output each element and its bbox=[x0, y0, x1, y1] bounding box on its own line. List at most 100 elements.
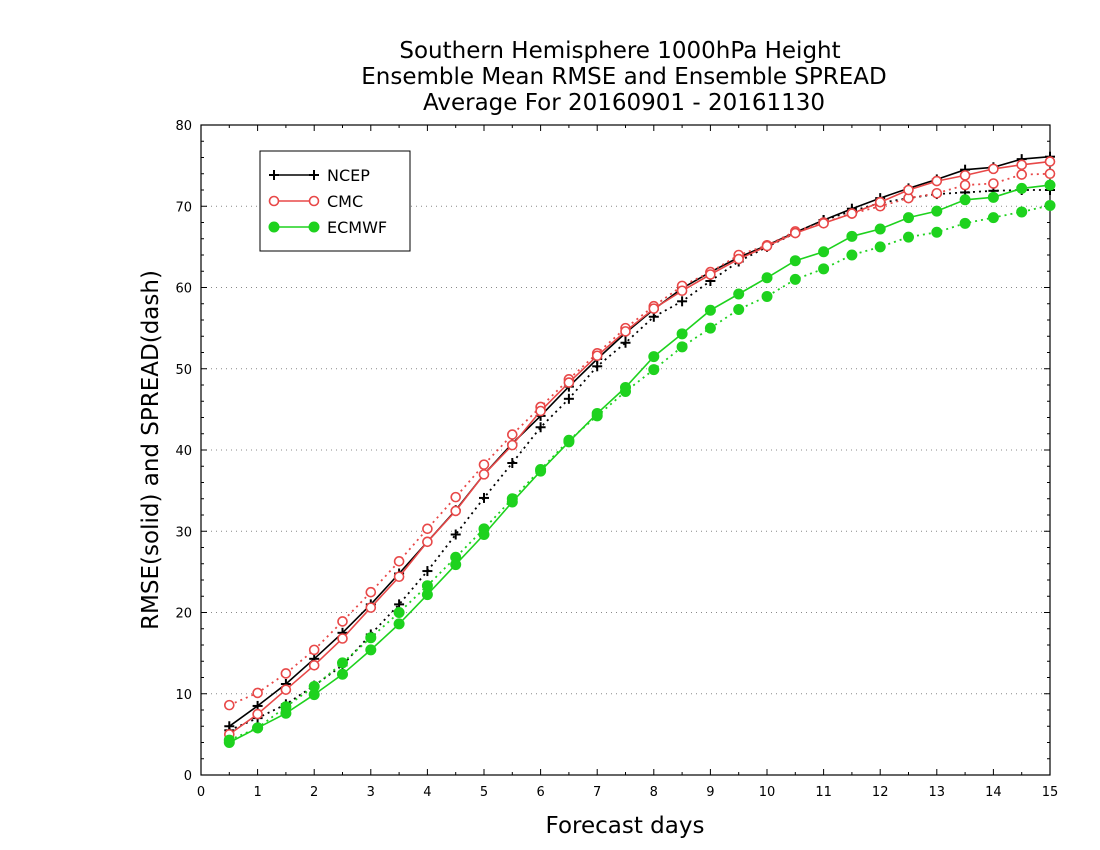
y-tick-label: 50 bbox=[175, 363, 192, 378]
legend-label: CMC bbox=[327, 192, 363, 211]
title-line-2: Ensemble Mean RMSE and Ensemble SPREAD bbox=[361, 64, 886, 90]
ecmwf-rmse-point bbox=[846, 230, 858, 242]
ecmwf-rmse-point bbox=[393, 618, 405, 630]
y-tick-label: 20 bbox=[175, 607, 192, 622]
x-tick-label: 3 bbox=[367, 785, 375, 800]
ecmwf-spread-point bbox=[846, 249, 858, 261]
legend: NCEP CMC ECMWF bbox=[259, 150, 411, 252]
cmc-rmse-point bbox=[705, 269, 716, 280]
x-tick-label: 14 bbox=[985, 785, 1002, 800]
legend-label: NCEP bbox=[327, 166, 370, 185]
ecmwf-rmse-point bbox=[789, 255, 801, 267]
cmc-spread-point bbox=[1016, 169, 1028, 180]
grid-lines bbox=[201, 205, 1050, 695]
legend-label: ECMWF bbox=[327, 218, 387, 237]
cmc-rmse-point bbox=[988, 163, 999, 175]
cmc-rmse-point bbox=[648, 303, 660, 314]
ecmwf-rmse-point bbox=[280, 707, 292, 719]
ecmwf-rmse-point bbox=[676, 328, 688, 340]
cmc-spread-point bbox=[337, 616, 348, 627]
cmc-rmse-point bbox=[308, 660, 320, 671]
y-tick-label: 0 bbox=[184, 769, 192, 784]
ecmwf-rmse-point bbox=[421, 589, 433, 601]
ecmwf-rmse-point bbox=[1016, 182, 1028, 194]
cmc-rmse-point bbox=[393, 571, 405, 583]
legend-item-cmc: CMC bbox=[268, 192, 363, 211]
ncep-spread-point bbox=[507, 458, 518, 468]
cmc-spread-point bbox=[224, 699, 235, 711]
x-tick-label: 5 bbox=[480, 785, 488, 800]
cmc-rmse-point bbox=[818, 218, 829, 229]
y-tick-label: 40 bbox=[175, 444, 192, 459]
series-ecmwf bbox=[223, 179, 1056, 748]
cmc-spread-line bbox=[228, 172, 1051, 706]
cmc-rmse-point bbox=[1016, 159, 1028, 171]
cmc-spread-point bbox=[959, 179, 971, 191]
ecmwf-spread-point bbox=[676, 341, 688, 353]
ecmwf-spread-point bbox=[704, 322, 716, 334]
legend-marker bbox=[308, 221, 320, 233]
x-tick-label: 7 bbox=[593, 785, 601, 800]
cmc-rmse-point bbox=[422, 536, 433, 548]
ecmwf-rmse-point bbox=[308, 689, 320, 701]
y-tick-label: 60 bbox=[175, 282, 192, 297]
ecmwf-spread-point bbox=[337, 657, 348, 669]
y-tick-label: 70 bbox=[175, 200, 192, 215]
ecmwf-rmse-line bbox=[228, 184, 1051, 744]
ecmwf-spread-point bbox=[393, 607, 405, 618]
ecmwf-spread-point bbox=[1016, 206, 1028, 218]
ecmwf-rmse-point bbox=[818, 246, 830, 258]
ecmwf-rmse-point bbox=[506, 496, 518, 508]
legend-marker bbox=[268, 195, 280, 207]
ecmwf-rmse-point bbox=[931, 205, 943, 217]
cmc-rmse-point bbox=[676, 285, 688, 297]
chart-title: Southern Hemisphere 1000hPa Height Ensem… bbox=[361, 38, 886, 116]
cmc-rmse-point bbox=[365, 602, 377, 613]
ncep-spread-point bbox=[422, 566, 433, 577]
y-tick-label: 10 bbox=[175, 688, 192, 703]
ecmwf-rmse-point bbox=[648, 351, 660, 363]
ecmwf-rmse-point bbox=[1044, 179, 1056, 191]
ecmwf-rmse-point bbox=[959, 194, 971, 206]
ecmwf-rmse-point bbox=[223, 737, 235, 748]
cmc-rmse-point bbox=[252, 708, 263, 720]
ecmwf-rmse-point bbox=[591, 407, 603, 419]
x-tick-label: 8 bbox=[650, 785, 658, 800]
ecmwf-rmse-point bbox=[450, 559, 462, 571]
ecmwf-rmse-point bbox=[535, 465, 547, 477]
ecmwf-spread-point bbox=[818, 263, 830, 275]
ecmwf-rmse-point bbox=[365, 644, 377, 656]
ncep-spread-point bbox=[479, 492, 489, 503]
legend-item-ncep: NCEP bbox=[269, 166, 370, 185]
ecmwf-rmse-point bbox=[704, 304, 716, 316]
x-axis-label: Forecast days bbox=[546, 813, 705, 839]
cmc-spread-point bbox=[478, 459, 490, 470]
ecmwf-spread-point bbox=[959, 217, 971, 229]
ecmwf-spread-point bbox=[987, 212, 999, 224]
title-line-1: Southern Hemisphere 1000hPa Height bbox=[399, 38, 840, 64]
ecmwf-rmse-point bbox=[903, 212, 914, 224]
ecmwf-spread-point bbox=[874, 241, 886, 253]
cmc-rmse-point bbox=[450, 505, 462, 517]
x-tick-label: 10 bbox=[759, 785, 776, 800]
legend-marker bbox=[269, 170, 279, 180]
ecmwf-rmse-point bbox=[563, 436, 575, 448]
cmc-spread-point bbox=[252, 687, 263, 699]
ecmwf-rmse-point bbox=[733, 288, 745, 300]
cmc-rmse-point bbox=[789, 227, 801, 239]
cmc-rmse-point bbox=[280, 684, 292, 695]
series-cmc bbox=[224, 156, 1056, 740]
cmc-rmse-point bbox=[733, 253, 745, 265]
series-layer bbox=[223, 151, 1056, 748]
ecmwf-spread-point bbox=[733, 303, 745, 315]
cmc-rmse-point bbox=[506, 439, 518, 451]
x-tick-label: 1 bbox=[253, 785, 261, 800]
ecmwf-rmse-point bbox=[252, 722, 264, 734]
cmc-spread-point bbox=[506, 429, 518, 440]
ncep-spread-point bbox=[620, 337, 631, 348]
cmc-rmse-point bbox=[478, 469, 490, 480]
cmc-spread-point bbox=[988, 178, 999, 189]
cmc-rmse-point bbox=[903, 184, 914, 196]
cmc-spread-point bbox=[280, 668, 292, 679]
